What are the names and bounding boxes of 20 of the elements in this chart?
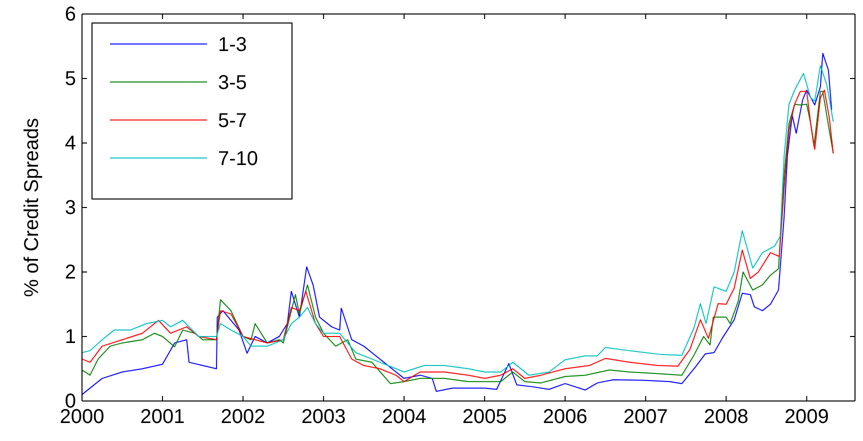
legend-label: 1-3 (218, 34, 247, 56)
legend-label: 5-7 (218, 110, 247, 132)
x-tick-label: 2009 (784, 406, 829, 428)
x-tick-label: 2005 (462, 406, 507, 428)
x-tick-label: 2002 (220, 406, 266, 428)
x-tick-label: 2004 (382, 406, 426, 428)
y-tick-label: 3 (64, 196, 76, 219)
y-tick-label: 2 (64, 261, 76, 284)
legend-label: 7-10 (218, 148, 258, 170)
x-tick-label: 2008 (704, 406, 748, 428)
x-tick-label: 2007 (623, 406, 668, 428)
y-tick-label: 4 (64, 132, 76, 154)
x-tick-label: 2003 (301, 406, 346, 428)
x-tick-label: 2006 (542, 406, 588, 428)
y-tick-label: 1 (64, 326, 76, 348)
y-tick-label: 5 (64, 68, 76, 90)
y-tick-label: 6 (64, 3, 76, 26)
y-axis-title: % of Credit Spreads (21, 118, 43, 297)
x-tick-label: 2001 (140, 406, 185, 428)
legend-label: 3-5 (218, 72, 247, 94)
